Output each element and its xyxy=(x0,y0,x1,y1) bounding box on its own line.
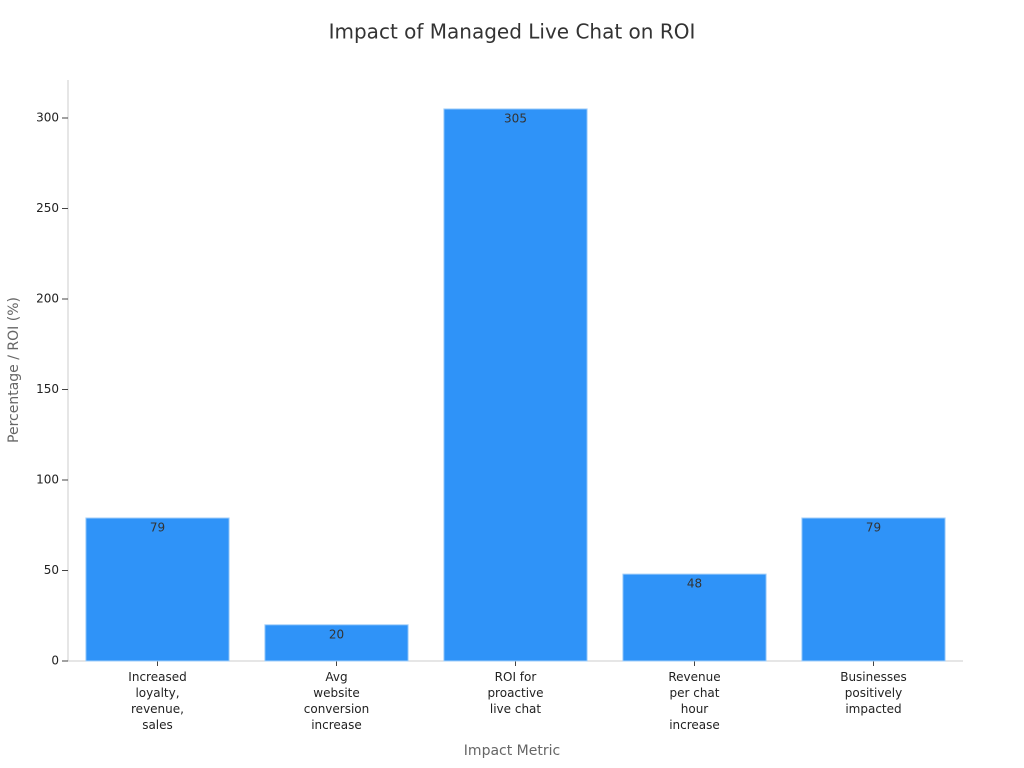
value-label: 305 xyxy=(504,111,527,125)
x-tick-label-line: sales xyxy=(142,718,173,732)
x-tick-label-line: revenue, xyxy=(131,702,184,716)
x-tick-label: Avg website conversion increase xyxy=(304,670,370,732)
y-axis-label: Percentage / ROI (%) xyxy=(6,297,22,443)
x-tick-label-line: per chat xyxy=(669,686,719,700)
x-tick-label-line: Increased xyxy=(128,670,186,684)
value-label: 20 xyxy=(329,627,344,641)
x-tick-label-line: positively xyxy=(845,686,903,700)
y-tick-label: 250 xyxy=(36,201,59,215)
bar xyxy=(85,517,230,662)
x-tick-label: ROI for proactive live chat xyxy=(487,670,543,716)
chart-title: Impact of Managed Live Chat on ROI xyxy=(329,20,696,44)
x-tick-label-line: loyalty, xyxy=(135,686,179,700)
x-tick-label-line: ROI for xyxy=(495,670,537,684)
value-label: 79 xyxy=(866,521,881,535)
x-tick-label-line: live chat xyxy=(490,702,542,716)
x-tick-label-line: conversion xyxy=(304,702,370,716)
x-tick-label-line: hour xyxy=(681,702,709,716)
x-axis-label: Impact Metric xyxy=(464,743,560,759)
y-tick-label: 200 xyxy=(36,292,59,306)
x-tick-label-line: impacted xyxy=(845,702,901,716)
x-tick-label: Revenue per chat hour increase xyxy=(668,670,720,732)
x-tick-label-line: increase xyxy=(669,718,720,732)
bar xyxy=(264,624,409,662)
y-tick-label: 0 xyxy=(51,654,59,668)
x-tick-label-line: Revenue xyxy=(668,670,720,684)
x-tick-label: Increased loyalty, revenue, sales xyxy=(128,670,186,732)
x-tick-label-line: proactive xyxy=(487,686,543,700)
value-label: 48 xyxy=(687,577,702,591)
x-tick-label: Businesses positively impacted xyxy=(840,670,907,716)
y-tick-label: 50 xyxy=(44,563,59,577)
x-tick-label-line: increase xyxy=(311,718,362,732)
bar xyxy=(443,108,588,662)
y-tick-label: 150 xyxy=(36,382,59,396)
x-tick-label-line: website xyxy=(313,686,360,700)
x-tick-label-line: Businesses xyxy=(840,670,907,684)
value-label: 79 xyxy=(150,521,165,535)
bar xyxy=(801,517,946,662)
bar xyxy=(622,573,767,662)
y-tick-label: 100 xyxy=(36,473,59,487)
x-tick-label-line: Avg xyxy=(325,670,347,684)
y-tick-label: 300 xyxy=(36,111,59,125)
